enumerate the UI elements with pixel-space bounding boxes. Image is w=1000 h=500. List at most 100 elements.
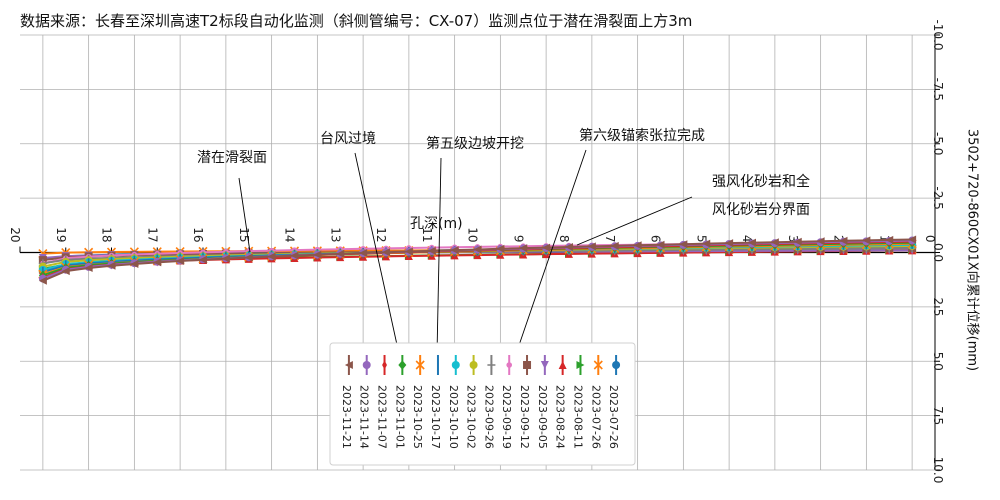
data-point bbox=[38, 276, 47, 285]
data-point bbox=[908, 235, 917, 244]
y-tick-label: -10.0 bbox=[931, 19, 945, 50]
data-point bbox=[427, 246, 436, 255]
data-point bbox=[107, 261, 116, 270]
legend-label: 2023-07-26 bbox=[607, 385, 620, 449]
data-point bbox=[244, 253, 253, 262]
y-tick-label: -2.5 bbox=[931, 186, 945, 209]
x-tick-label: 3 bbox=[786, 235, 800, 243]
annotation-text: 强风化砂岩和全 bbox=[712, 173, 810, 190]
data-point bbox=[469, 361, 478, 369]
data-point bbox=[576, 361, 585, 369]
data-point bbox=[770, 238, 779, 247]
legend-label: 2023-08-11 bbox=[571, 385, 584, 449]
data-point bbox=[656, 240, 665, 249]
data-point bbox=[450, 246, 459, 255]
annotation-arrow bbox=[515, 149, 587, 355]
y-tick-label: 10.0 bbox=[931, 457, 945, 484]
data-point bbox=[153, 258, 162, 267]
data-point bbox=[523, 361, 532, 369]
series-16 bbox=[38, 235, 917, 285]
data-point bbox=[487, 361, 496, 369]
y-tick-label: 5.0 bbox=[931, 352, 945, 371]
annotation-text: 台风过境 bbox=[320, 131, 376, 147]
legend-label: 2023-10-17 bbox=[429, 385, 442, 449]
data-point bbox=[725, 239, 734, 248]
data-point bbox=[382, 360, 387, 370]
x-tick-label: 13 bbox=[328, 227, 342, 242]
data-point bbox=[313, 250, 322, 259]
legend-box bbox=[329, 342, 636, 466]
x-axis-label: 孔深(m) bbox=[410, 216, 463, 232]
data-point bbox=[176, 257, 185, 266]
legend-label: 2023-09-26 bbox=[482, 385, 495, 449]
x-tick-label: 2 bbox=[832, 235, 846, 243]
x-tick-label: 20 bbox=[8, 227, 22, 242]
data-point bbox=[885, 235, 894, 244]
data-point bbox=[344, 361, 353, 369]
annotation-arrow bbox=[354, 152, 400, 355]
annotation-text: 第五级边坡开挖 bbox=[426, 135, 524, 152]
x-tick-label: 16 bbox=[191, 227, 205, 242]
data-point bbox=[506, 362, 513, 368]
y-tick-label: -7.5 bbox=[931, 78, 945, 101]
data-point bbox=[362, 361, 371, 369]
x-tick-label: 10 bbox=[466, 227, 480, 242]
data-point bbox=[519, 244, 528, 253]
legend-label: 2023-09-19 bbox=[500, 385, 513, 449]
x-tick-label: 0 bbox=[923, 235, 937, 243]
series-group bbox=[38, 235, 917, 285]
data-point bbox=[267, 252, 276, 261]
data-point bbox=[404, 247, 413, 256]
y-tick-label: 7.5 bbox=[931, 406, 945, 425]
data-point bbox=[542, 243, 551, 252]
x-tick-label: 18 bbox=[100, 227, 114, 242]
annotation-text: 第六级锚索张拉完成 bbox=[579, 127, 705, 144]
x-tick-label: 19 bbox=[54, 227, 68, 242]
y-tick-label: 2.5 bbox=[931, 297, 945, 316]
x-tick-label: 12 bbox=[374, 227, 388, 242]
data-point bbox=[633, 241, 642, 250]
legend-label: 2023-09-12 bbox=[518, 385, 531, 449]
legend-label: 2023-10-10 bbox=[447, 385, 460, 449]
data-point bbox=[839, 236, 848, 245]
x-tick-label: 4 bbox=[740, 235, 754, 243]
data-point bbox=[221, 254, 230, 263]
data-point bbox=[359, 249, 368, 258]
legend-label: 2023-07-26 bbox=[589, 385, 602, 449]
annotation-text: 潜在滑裂面 bbox=[197, 149, 267, 166]
x-tick-label: 14 bbox=[283, 227, 297, 242]
data-point bbox=[565, 242, 573, 251]
x-tick-label: 8 bbox=[557, 235, 571, 243]
data-point bbox=[61, 267, 70, 276]
data-point bbox=[702, 239, 711, 248]
annotation-arrow bbox=[436, 157, 442, 355]
annotation-arrow bbox=[238, 177, 251, 253]
x-tick-label: 1 bbox=[877, 235, 891, 243]
data-point bbox=[415, 360, 425, 370]
legend-label: 2023-09-05 bbox=[536, 385, 549, 449]
x-tick-label: 5 bbox=[694, 235, 708, 243]
data-point bbox=[558, 361, 567, 369]
x-tick-label: 9 bbox=[511, 235, 525, 243]
y-tick-label: -5.0 bbox=[931, 132, 945, 155]
data-point bbox=[816, 237, 825, 246]
annotation-arrow bbox=[576, 196, 693, 246]
data-point bbox=[382, 248, 390, 257]
legend-label: 2023-11-21 bbox=[340, 385, 353, 449]
data-point bbox=[496, 244, 505, 253]
data-point bbox=[290, 251, 299, 260]
data-point bbox=[679, 240, 688, 249]
legend-label: 2023-10-25 bbox=[411, 385, 424, 449]
data-point bbox=[199, 255, 207, 264]
y-tick-label: 0.0 bbox=[931, 243, 945, 262]
data-point bbox=[610, 241, 619, 250]
x-tick-label: 11 bbox=[420, 227, 434, 242]
legend-label: 2023-11-07 bbox=[376, 385, 389, 449]
x-tick-label: 17 bbox=[145, 227, 159, 242]
data-point bbox=[862, 236, 871, 245]
legend-label: 2023-11-14 bbox=[358, 385, 371, 449]
legend-label: 2023-08-24 bbox=[554, 385, 567, 449]
data-point bbox=[793, 237, 802, 246]
data-point bbox=[451, 361, 460, 369]
